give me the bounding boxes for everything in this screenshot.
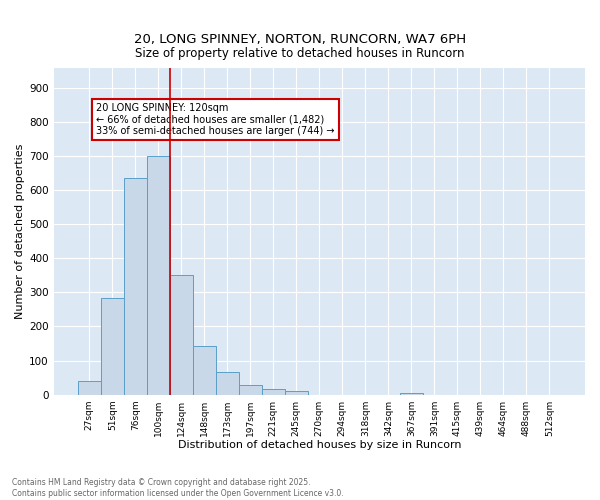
Bar: [239, 385, 262, 394]
Bar: [101, 298, 124, 394]
Y-axis label: Number of detached properties: Number of detached properties: [15, 144, 25, 318]
Text: 20, LONG SPINNEY, NORTON, RUNCORN, WA7 6PH: 20, LONG SPINNEY, NORTON, RUNCORN, WA7 6…: [134, 32, 466, 46]
Bar: [262, 390, 285, 394]
Bar: [124, 178, 147, 394]
Bar: [285, 391, 308, 394]
X-axis label: Distribution of detached houses by size in Runcorn: Distribution of detached houses by size …: [178, 440, 461, 450]
Text: Size of property relative to detached houses in Runcorn: Size of property relative to detached ho…: [135, 48, 465, 60]
Bar: [193, 346, 216, 395]
Bar: [216, 372, 239, 394]
Text: Contains HM Land Registry data © Crown copyright and database right 2025.
Contai: Contains HM Land Registry data © Crown c…: [12, 478, 344, 498]
Bar: [400, 393, 423, 394]
Bar: [147, 156, 170, 394]
Bar: [78, 381, 101, 394]
Text: 20 LONG SPINNEY: 120sqm
← 66% of detached houses are smaller (1,482)
33% of semi: 20 LONG SPINNEY: 120sqm ← 66% of detache…: [96, 104, 335, 136]
Bar: [170, 274, 193, 394]
